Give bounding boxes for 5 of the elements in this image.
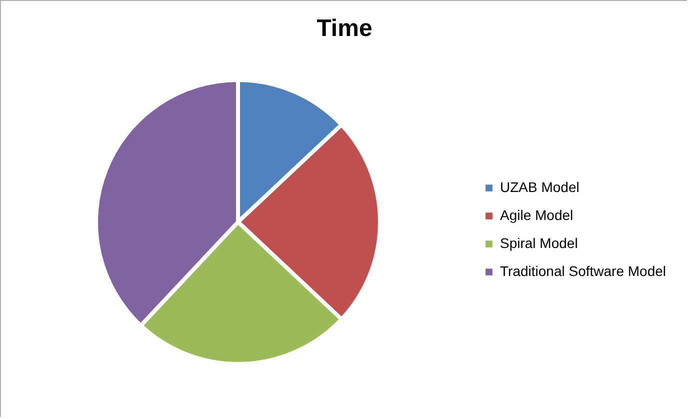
legend-label: UZAB Model [500, 179, 580, 195]
legend-label: Traditional Software Model [500, 263, 666, 279]
legend-label: Agile Model [500, 207, 574, 223]
chart-title: Time [316, 15, 372, 42]
legend-label: Spiral Model [500, 235, 578, 251]
